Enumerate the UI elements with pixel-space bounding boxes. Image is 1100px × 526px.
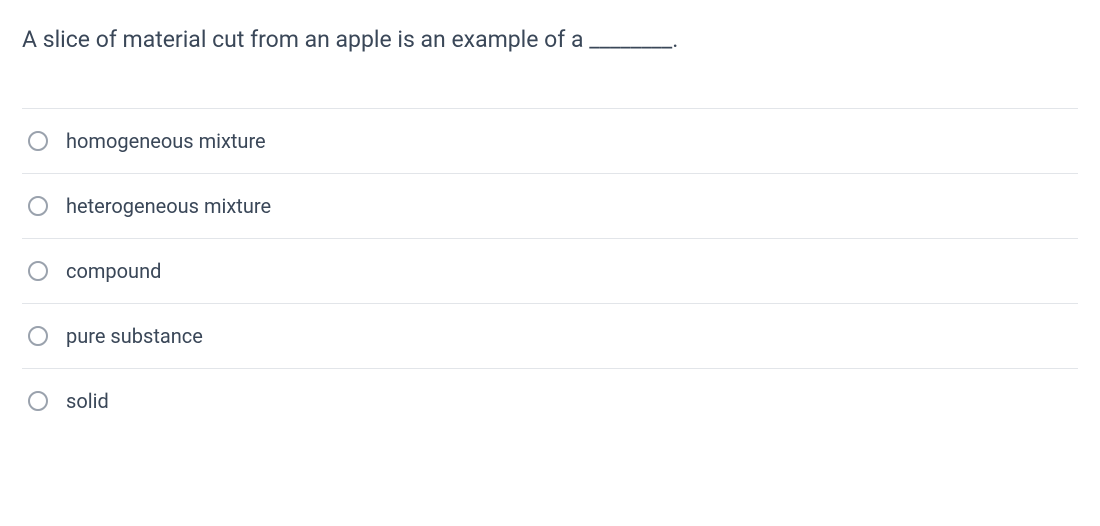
- radio-icon[interactable]: [28, 391, 48, 411]
- radio-icon[interactable]: [28, 131, 48, 151]
- question-text: A slice of material cut from an apple is…: [22, 24, 1078, 56]
- option-row[interactable]: solid: [22, 368, 1078, 433]
- option-label: compound: [66, 259, 161, 283]
- radio-icon[interactable]: [28, 196, 48, 216]
- option-row[interactable]: compound: [22, 238, 1078, 303]
- option-label: solid: [66, 389, 109, 413]
- option-row[interactable]: heterogeneous mixture: [22, 173, 1078, 238]
- radio-icon[interactable]: [28, 261, 48, 281]
- option-row[interactable]: pure substance: [22, 303, 1078, 368]
- option-label: homogeneous mixture: [66, 129, 266, 153]
- option-label: heterogeneous mixture: [66, 194, 271, 218]
- option-row[interactable]: homogeneous mixture: [22, 108, 1078, 173]
- radio-icon[interactable]: [28, 326, 48, 346]
- option-label: pure substance: [66, 324, 203, 348]
- options-list: homogeneous mixture heterogeneous mixtur…: [22, 108, 1078, 433]
